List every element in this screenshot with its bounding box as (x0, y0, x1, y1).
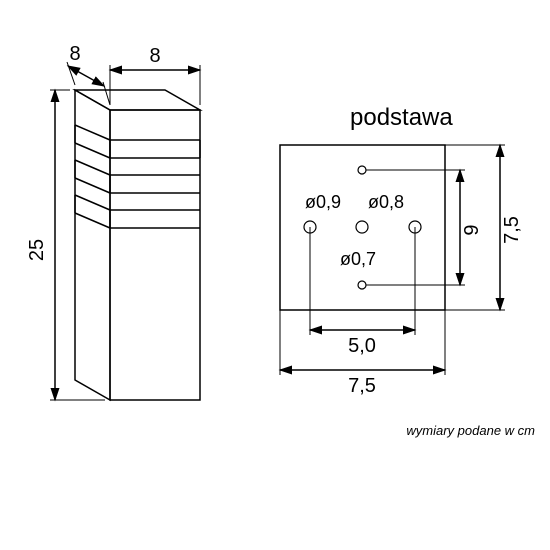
dim-outer-width-text: 7,5 (348, 375, 376, 397)
dim-height-text: 25 (26, 239, 48, 261)
dim-inner-width-text: 5,0 (348, 335, 376, 357)
technical-drawing: 25 8 8 podstawa ø0 (0, 0, 550, 550)
dia-09: ø0,9 (305, 192, 341, 212)
dim-width: 8 (110, 45, 200, 105)
base-title: podstawa (350, 104, 453, 131)
dim-depth: 8 (67, 43, 110, 105)
dia-07: ø0,7 (340, 249, 376, 269)
footer-note: wymiary podane w cm (406, 423, 535, 438)
dim-outer-height-text: 7,5 (501, 216, 523, 244)
dim-inner-width: 5,0 (310, 227, 415, 357)
dim-depth-text: 8 (69, 43, 80, 65)
dim-width-text: 8 (149, 45, 160, 67)
base-view: podstawa ø0,9 ø0,8 ø0,7 5,0 7,5 (280, 104, 523, 397)
dim-inner-height-text: 9 (461, 224, 483, 235)
dia-08: ø0,8 (368, 192, 404, 212)
elevation-view: 25 8 8 (26, 43, 200, 400)
dim-inner-height: 9 (366, 170, 483, 285)
dim-height: 25 (26, 90, 105, 400)
